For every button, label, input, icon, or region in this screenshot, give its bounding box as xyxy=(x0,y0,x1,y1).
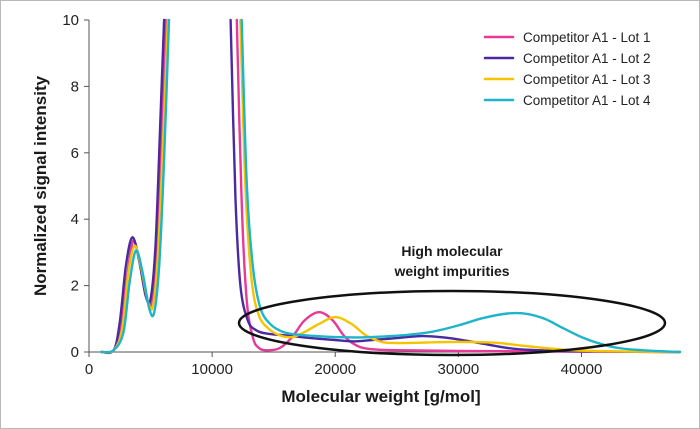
y-tick-label: 2 xyxy=(71,278,79,295)
y-tick-label: 0 xyxy=(71,344,79,361)
series-line-lot-4 xyxy=(240,18,682,354)
y-tick-label: 8 xyxy=(71,78,79,95)
x-tick-label: 10000 xyxy=(191,361,233,378)
series-lines xyxy=(100,18,682,355)
annotation-line-2: weight impurities xyxy=(393,263,509,279)
x-tick-label: 20000 xyxy=(314,361,356,378)
legend-label-lot-1: Competitor A1 - Lot 1 xyxy=(523,30,651,45)
impurity-ellipse xyxy=(237,289,667,357)
series-line-lot-1 xyxy=(235,18,682,354)
x-tick-label: 30000 xyxy=(438,361,480,378)
x-tick-label: 0 xyxy=(85,361,93,378)
legend-label-lot-3: Competitor A1 - Lot 3 xyxy=(523,72,651,87)
y-ticks: 0 2 4 6 8 10 xyxy=(62,12,89,361)
y-axis-title: Normalized signal intensity xyxy=(31,75,50,296)
x-tick-label: 40000 xyxy=(561,361,603,378)
x-axis-title: Molecular weight [g/mol] xyxy=(281,387,480,406)
y-tick-label: 4 xyxy=(71,211,79,228)
annotation-line-1: High molecular xyxy=(401,243,503,259)
legend-label-lot-4: Competitor A1 - Lot 4 xyxy=(523,93,651,108)
series-line-lot-4 xyxy=(100,18,171,354)
legend-label-lot-2: Competitor A1 - Lot 2 xyxy=(523,51,651,66)
series-line-lot-3 xyxy=(239,18,682,354)
legend: Competitor A1 - Lot 1 Competitor A1 - Lot… xyxy=(483,30,651,108)
series-line-lot-2 xyxy=(229,18,682,354)
y-tick-label: 6 xyxy=(71,145,79,162)
y-tick-label: 10 xyxy=(62,12,79,29)
